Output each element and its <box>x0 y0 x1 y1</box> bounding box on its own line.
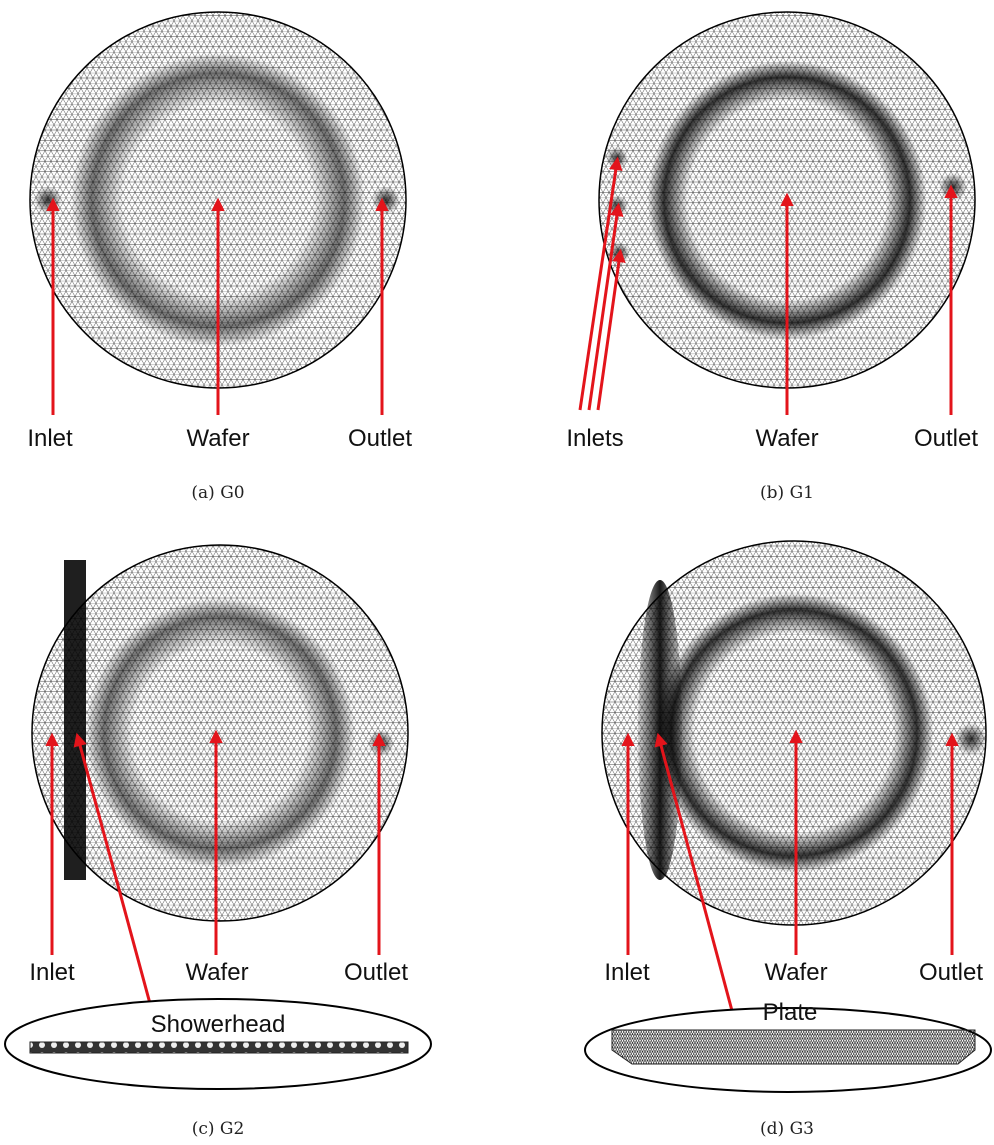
g2-showerhead-arrow <box>73 732 157 1023</box>
g3-wafer-ring <box>644 583 944 883</box>
g2-domain-rim <box>31 544 409 922</box>
g2-inlet-label: Inlet <box>29 959 75 986</box>
g2-outlet-spot <box>368 730 394 756</box>
g0-inlet-spot <box>34 186 62 214</box>
panel-g2: Inlet Wafer Outlet Showerhead (c) G2 <box>4 544 432 1139</box>
g0-caption: (a) G0 <box>191 483 244 503</box>
g3-plate-detail <box>611 1029 976 1065</box>
g1-inlet-arrow-2 <box>587 202 624 411</box>
g3-inlet-label: Inlet <box>604 959 650 986</box>
g1-inlets-label: Inlets <box>566 425 623 452</box>
g2-showerhead-detail <box>29 1041 409 1054</box>
g3-domain-rim <box>601 540 987 926</box>
g3-plate-arrow <box>654 732 737 1023</box>
g2-wafer-ring <box>75 588 365 878</box>
g0-inlet-label: Inlet <box>27 425 73 452</box>
g3-wafer-label: Wafer <box>764 959 827 986</box>
g2-outlet-label: Outlet <box>344 959 408 986</box>
g2-caption: (c) G2 <box>192 1119 245 1139</box>
g3-plate-band <box>638 580 682 880</box>
g2-wafer-label: Wafer <box>185 959 248 986</box>
g0-outlet-spot <box>372 186 400 214</box>
g1-caption: (b) G1 <box>760 483 814 503</box>
g1-outlet-spot <box>939 173 967 201</box>
panel-g0: Inlet Wafer Outlet (a) G0 <box>27 11 412 503</box>
g2-showerhead-label: Showerhead <box>151 1011 286 1038</box>
g0-wafer-label: Wafer <box>186 425 249 452</box>
g3-caption: (d) G3 <box>760 1119 814 1139</box>
g1-inlet-arrow-3 <box>596 248 626 411</box>
g2-showerhead-band <box>64 560 86 880</box>
g0-outlet-label: Outlet <box>348 425 412 452</box>
g3-outlet-label: Outlet <box>919 959 983 986</box>
panel-g1: Inlets Wafer Outlet (b) G1 <box>566 11 978 503</box>
panel-g3: Inlet Wafer Outlet Plate (d) G3 <box>584 540 992 1139</box>
g3-plate-label: Plate <box>763 999 818 1026</box>
g1-wafer-label: Wafer <box>755 425 818 452</box>
g3-outlet-spot <box>955 723 987 755</box>
g1-outlet-label: Outlet <box>914 425 978 452</box>
